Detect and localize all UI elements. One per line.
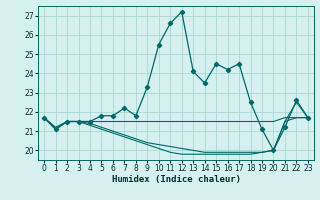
X-axis label: Humidex (Indice chaleur): Humidex (Indice chaleur) [111, 175, 241, 184]
